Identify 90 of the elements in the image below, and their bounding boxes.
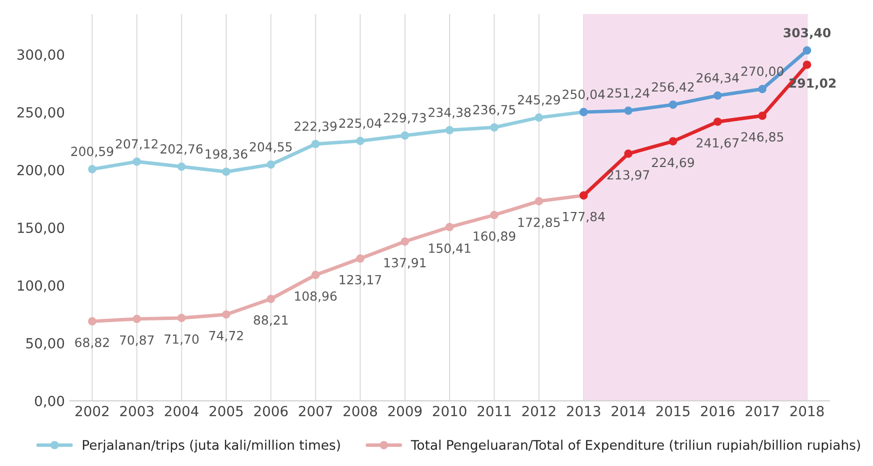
y-tick-label: 50,00 [26, 338, 64, 350]
x-tick-label: 2009 [388, 406, 422, 416]
x-tick-label: 2010 [432, 406, 466, 416]
point [266, 160, 276, 169]
x-tick-label: 2007 [298, 406, 332, 416]
data-label: 177,84 [563, 212, 605, 223]
point [132, 314, 142, 324]
point [311, 140, 320, 148]
legend-label: Total Pengeluaran/Total of Expenditure (triliun rupiah/billion rupiahs) [410, 440, 860, 452]
y-tick-label: 100,00 [18, 280, 64, 292]
x-tick-label: 2014 [612, 406, 646, 416]
point [624, 106, 632, 115]
point [624, 150, 632, 158]
y-tick-label: 200,00 [17, 164, 64, 177]
x-tick-label: 2011 [478, 406, 511, 416]
x-tick-label: 2018 [790, 406, 824, 416]
x-tick-label: 2012 [522, 406, 556, 416]
point [802, 60, 812, 69]
x-tick-label: 2013 [566, 406, 600, 416]
data-label: 229,73 [384, 113, 426, 124]
y-tick-label: 150,00 [18, 222, 64, 234]
data-label: 250,04 [562, 90, 605, 100]
data-label: 207,12 [116, 139, 158, 150]
data-label: 123,17 [340, 274, 382, 286]
point [713, 118, 722, 126]
data-label: 236,75 [473, 104, 516, 116]
data-label: 264,34 [696, 73, 739, 84]
y-tick-label: 300,00 [17, 49, 64, 62]
point [177, 314, 186, 322]
data-label: 71,70 [164, 334, 199, 346]
data-label: 251,24 [607, 88, 650, 99]
data-label: 225,04 [339, 118, 382, 130]
x-tick-label: 2002 [76, 406, 108, 416]
point [356, 254, 364, 263]
data-label: 234,38 [428, 108, 471, 118]
point [668, 137, 678, 146]
x-tick-label: 2006 [254, 406, 288, 416]
data-label: 70,87 [120, 335, 154, 346]
data-label: 224,69 [652, 158, 694, 168]
x-tick-label: 2017 [746, 406, 779, 416]
point [758, 84, 766, 94]
data-label: 303,40 [784, 28, 831, 40]
point [802, 46, 812, 55]
point [490, 123, 498, 132]
data-label: 200,59 [71, 146, 114, 158]
data-label: 74,72 [209, 330, 243, 342]
data-label: 150,41 [429, 243, 470, 254]
x-tick-label: 2008 [344, 406, 377, 416]
point [668, 100, 678, 109]
point [400, 237, 410, 246]
data-label: 202,76 [160, 144, 203, 155]
x-tick-label: 2015 [656, 406, 690, 416]
data-label: 137,91 [384, 258, 426, 269]
point [445, 126, 454, 134]
x-tick-label: 2004 [164, 406, 198, 416]
point [534, 113, 544, 122]
point [222, 310, 230, 319]
y-tick-label: 0,00 [34, 396, 64, 408]
y-tick-label: 250,00 [17, 107, 64, 120]
point [356, 136, 364, 146]
x-tick-label: 2016 [701, 406, 734, 416]
data-label: 241,67 [696, 138, 738, 149]
legend-label: Perjalanan/trips (juta kali/million times) [82, 440, 340, 452]
point [490, 210, 498, 220]
point [713, 91, 722, 100]
point [132, 157, 142, 166]
point [534, 197, 544, 206]
data-label: 245,29 [518, 95, 560, 106]
data-label: 222,39 [294, 122, 337, 132]
data-label: 213,97 [607, 170, 650, 181]
x-tick-label: 2003 [120, 406, 154, 416]
point [758, 112, 766, 120]
point [222, 168, 230, 176]
x-tick-label: 2005 [210, 406, 243, 416]
data-label: 160,89 [474, 231, 516, 242]
data-label: 204,55 [250, 142, 292, 153]
point [88, 317, 96, 326]
data-label: 88,21 [254, 315, 288, 326]
data-label: 68,82 [75, 338, 109, 348]
data-label: 256,42 [652, 82, 694, 93]
data-label: 108,96 [295, 291, 337, 302]
point [311, 270, 320, 280]
point [266, 294, 276, 304]
data-label: 172,85 [518, 218, 560, 228]
point [88, 165, 96, 174]
point [177, 162, 186, 171]
point [445, 222, 454, 232]
data-label: 246,85 [741, 132, 784, 143]
data-label: 198,36 [206, 149, 248, 160]
point [400, 131, 410, 140]
